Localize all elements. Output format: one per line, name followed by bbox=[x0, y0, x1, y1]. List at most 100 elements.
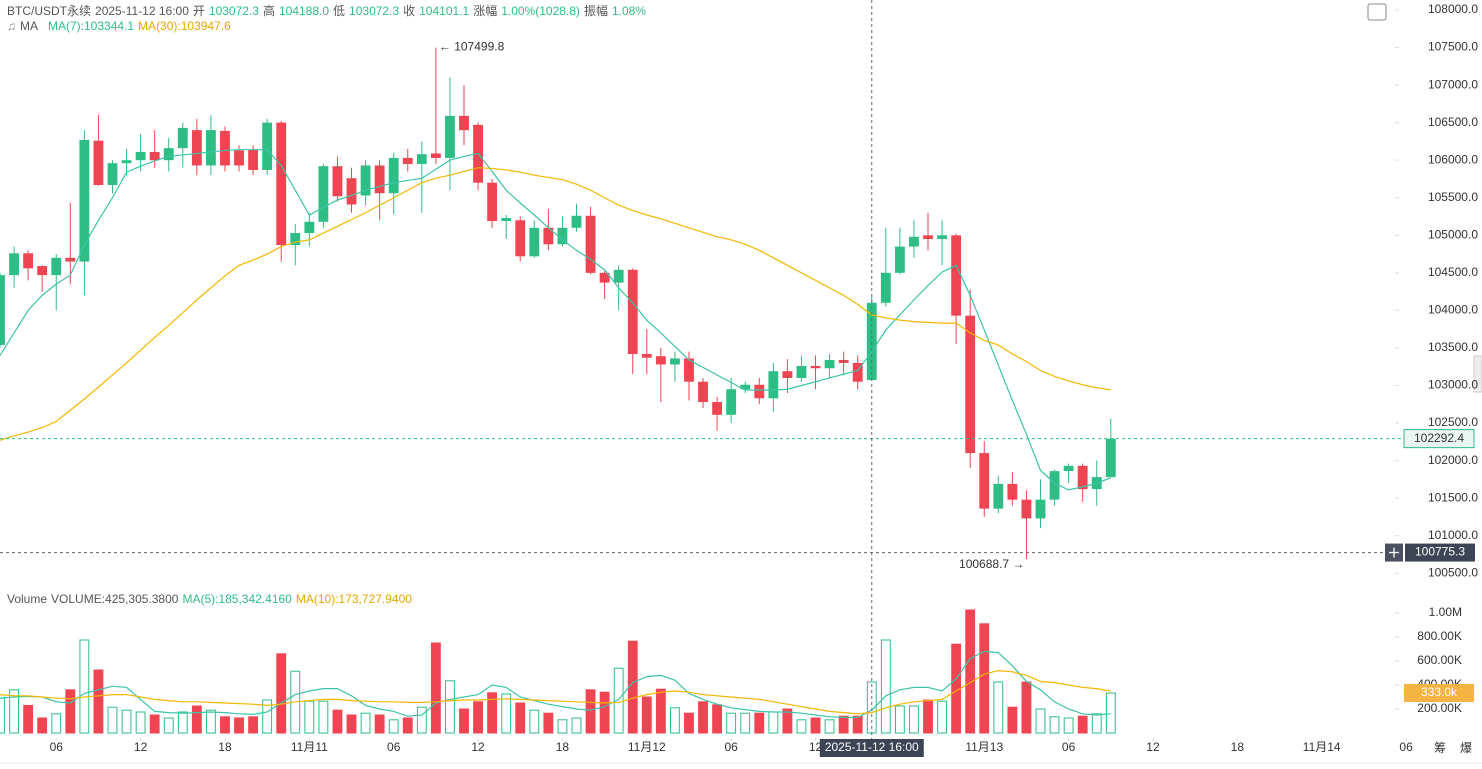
volume-bar bbox=[135, 711, 146, 734]
volume-bar bbox=[923, 699, 933, 734]
volume-bar bbox=[1091, 713, 1102, 734]
volume-bar bbox=[163, 717, 174, 734]
y-tick-label: 101000.0 bbox=[1428, 528, 1478, 542]
candle-body bbox=[529, 227, 540, 257]
legend-entry: MA(7):103344.1 bbox=[48, 19, 135, 33]
candle-body bbox=[838, 359, 849, 363]
y-tick-label: 108000.0 bbox=[1428, 2, 1478, 16]
x-tick-label: 11月11 bbox=[291, 740, 328, 754]
candle-body bbox=[796, 365, 807, 378]
x-tick-label: 18 bbox=[218, 740, 232, 754]
candle-body bbox=[1077, 465, 1088, 490]
bell-icon[interactable]: ♫ bbox=[7, 19, 16, 33]
volume-bar bbox=[1077, 715, 1088, 734]
y-tick-label: 1.00M bbox=[1429, 605, 1462, 619]
volume-tag bbox=[1404, 684, 1474, 703]
x-tick-label: 06 bbox=[724, 740, 738, 754]
candle-body bbox=[459, 115, 469, 131]
footer-icon[interactable]: 筹 bbox=[1434, 741, 1446, 755]
candle-body bbox=[1049, 471, 1060, 500]
candle-body bbox=[740, 384, 751, 390]
volume-bar bbox=[599, 691, 610, 734]
candle-body bbox=[557, 227, 568, 245]
y-tick-label: 106500.0 bbox=[1428, 115, 1478, 129]
volume-bar bbox=[234, 717, 244, 734]
volume-bar bbox=[768, 711, 779, 734]
footer-icon[interactable]: 爆 bbox=[1460, 741, 1472, 755]
candle-body bbox=[712, 402, 723, 415]
candle-body bbox=[909, 236, 919, 247]
y-tick-label: 800.00K bbox=[1417, 629, 1462, 643]
volume-bar bbox=[9, 689, 19, 734]
y-tick-label: 102500.0 bbox=[1428, 415, 1478, 429]
fullscreen-icon[interactable] bbox=[1367, 3, 1387, 21]
volume-bar bbox=[824, 719, 835, 734]
candle-body bbox=[0, 275, 5, 345]
candle-body bbox=[360, 165, 371, 196]
y-tick-label: 104000.0 bbox=[1428, 303, 1478, 317]
candle-body bbox=[149, 151, 160, 161]
volume-bar bbox=[318, 700, 329, 734]
candle-body bbox=[979, 453, 990, 509]
candle-body bbox=[641, 353, 652, 358]
crosshair-time-tag bbox=[819, 739, 924, 757]
candle-body bbox=[824, 359, 835, 369]
candle-body bbox=[51, 257, 62, 276]
volume-bar bbox=[79, 639, 90, 734]
y-tick-label: 105500.0 bbox=[1428, 190, 1478, 204]
y-tick-label: 600.00K bbox=[1417, 653, 1462, 667]
volume-bar bbox=[304, 700, 315, 734]
volume-bar bbox=[51, 713, 62, 734]
volume-bar bbox=[0, 697, 5, 734]
volume-bar bbox=[1049, 716, 1060, 734]
volume-bar bbox=[93, 669, 104, 734]
candle-body bbox=[191, 130, 202, 166]
volume-bar bbox=[965, 609, 976, 734]
candle-body bbox=[993, 483, 1004, 509]
volume-bar bbox=[838, 715, 849, 734]
candle-body bbox=[965, 315, 976, 454]
candle-body bbox=[220, 130, 230, 166]
ma-title: MA bbox=[20, 19, 38, 33]
plot-area bbox=[0, 47, 1116, 734]
y-tick-label: 107500.0 bbox=[1428, 40, 1478, 54]
volume-bar bbox=[909, 705, 919, 734]
candle-body bbox=[121, 160, 132, 164]
volume-bar bbox=[1063, 717, 1074, 734]
volume-bar bbox=[402, 717, 413, 734]
x-tick-label: 12 bbox=[471, 740, 485, 754]
volume-bar bbox=[205, 709, 216, 734]
last-price-label: 102292.4 bbox=[1414, 431, 1464, 445]
candle-body bbox=[951, 235, 962, 316]
x-tick-label: 12 bbox=[1146, 740, 1160, 754]
scroll-handle[interactable] bbox=[1473, 355, 1482, 393]
value: 1.08% bbox=[611, 4, 646, 18]
volume-bar bbox=[880, 639, 891, 734]
volume-bar bbox=[993, 681, 1004, 734]
y-tick-label: 103500.0 bbox=[1428, 340, 1478, 354]
volume-bar bbox=[388, 719, 399, 734]
legend-entry: MA(5):185,342.4160 bbox=[182, 592, 292, 606]
candle-body bbox=[585, 215, 596, 273]
candle-body bbox=[290, 233, 301, 246]
volume-value: VOLUME:425,305.3800 bbox=[51, 592, 179, 606]
candle-body bbox=[726, 389, 737, 415]
candle-body bbox=[318, 166, 329, 222]
candle-body bbox=[810, 365, 821, 369]
value: 1.00%(1028.8) bbox=[501, 4, 580, 18]
x-tick-label: 11月13 bbox=[965, 740, 1003, 754]
volume-bar bbox=[754, 712, 765, 734]
volume-bar bbox=[937, 700, 947, 734]
candle-body bbox=[248, 149, 259, 170]
candle-body bbox=[304, 221, 315, 234]
volume-bar bbox=[712, 704, 723, 734]
label: 开 bbox=[192, 4, 205, 18]
volume-bar bbox=[515, 702, 526, 734]
volume-tag-label: 333.0k bbox=[1421, 685, 1458, 699]
volume-bar bbox=[501, 693, 512, 734]
candle-body bbox=[1105, 438, 1116, 478]
candle-body bbox=[655, 356, 666, 365]
volume-bar bbox=[669, 707, 680, 734]
value: 103072.3 bbox=[208, 4, 259, 18]
